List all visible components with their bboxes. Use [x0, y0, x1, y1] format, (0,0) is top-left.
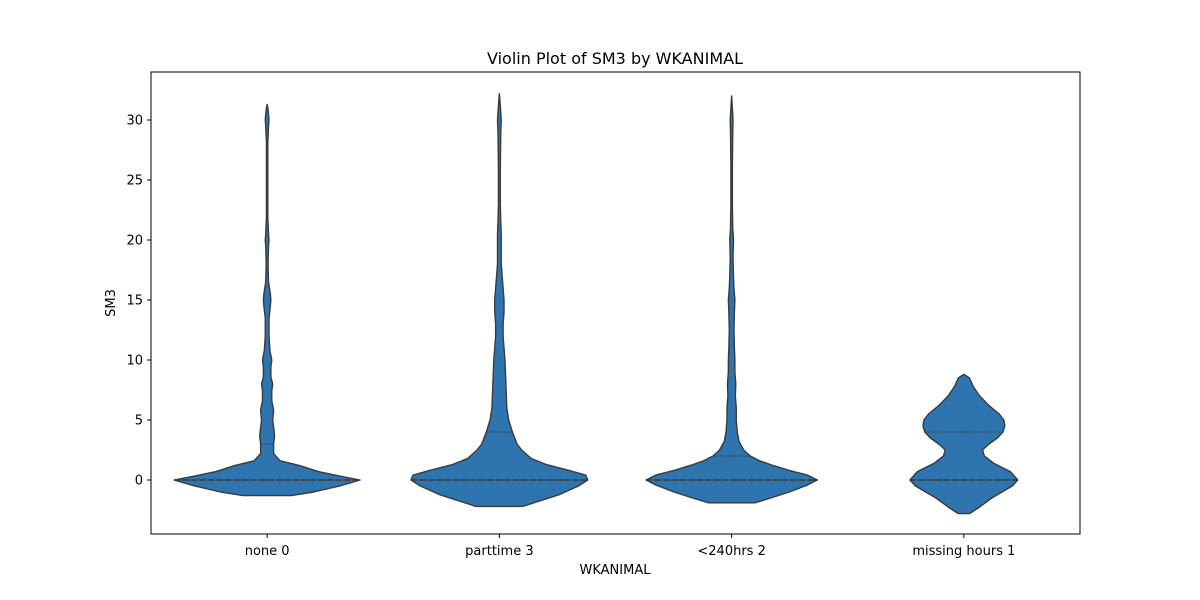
y-axis: 0 5 10 15 20 25 30 [126, 114, 151, 489]
x-tick-label: missing hours 1 [912, 544, 1015, 559]
y-tick-label: 5 [135, 414, 143, 429]
y-tick-label: 0 [135, 474, 143, 489]
violin-body [645, 95, 818, 504]
x-axis: none 0 parttime 3 <240hrs 2 missing hours 1 [245, 534, 1015, 559]
y-axis-title: SM3 [104, 289, 119, 317]
violin-body [410, 92, 589, 508]
y-tick-label: 15 [126, 294, 143, 309]
x-tick-label: none 0 [245, 544, 290, 559]
violin-body [909, 373, 1019, 515]
violins-layer [173, 92, 1019, 515]
chart-title: Violin Plot of SM3 by WKANIMAL [487, 49, 743, 68]
x-tick-label: parttime 3 [465, 544, 533, 559]
y-tick-label: 10 [126, 354, 143, 369]
y-tick-label: 25 [126, 174, 143, 189]
y-tick-label: 30 [126, 114, 143, 129]
x-axis-title: WKANIMAL [580, 563, 652, 578]
x-tick-label: <240hrs 2 [697, 544, 765, 559]
violin-body [173, 103, 361, 497]
plot-area-frame [150, 71, 1081, 535]
y-tick-label: 20 [126, 234, 143, 249]
